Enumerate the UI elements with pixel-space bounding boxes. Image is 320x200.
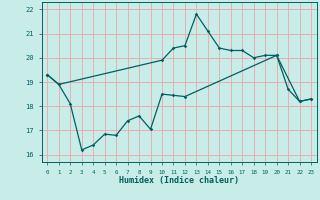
X-axis label: Humidex (Indice chaleur): Humidex (Indice chaleur) — [119, 176, 239, 185]
